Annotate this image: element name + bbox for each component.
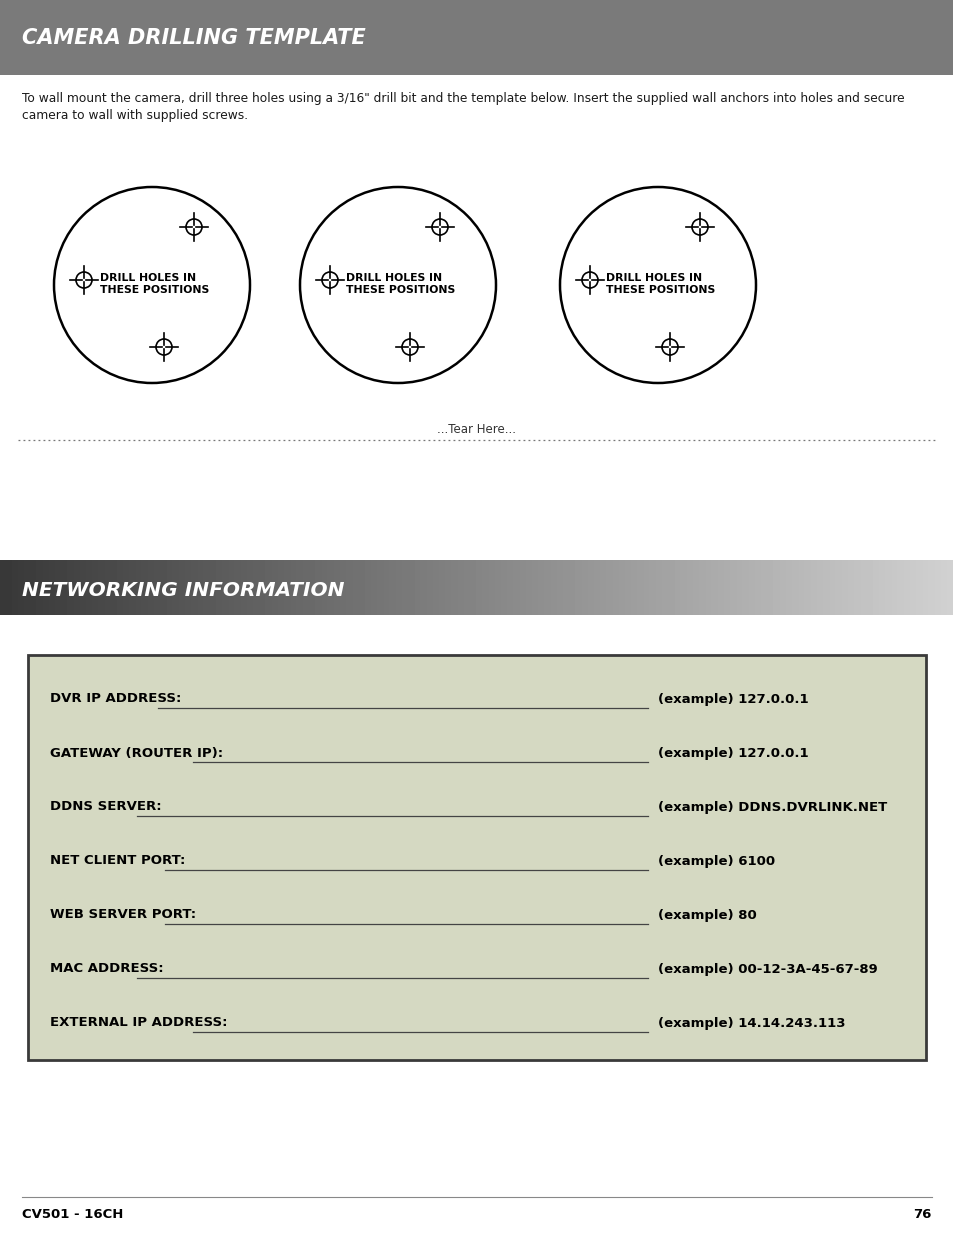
Text: DRILL HOLES IN
THESE POSITIONS: DRILL HOLES IN THESE POSITIONS [100,273,209,295]
Text: CV501 - 16CH: CV501 - 16CH [22,1209,123,1221]
Text: (example) 127.0.0.1: (example) 127.0.0.1 [658,693,808,705]
Text: (example) 127.0.0.1: (example) 127.0.0.1 [658,746,808,760]
Bar [0,0,953,75]
Text: GATEWAY (ROUTER IP):: GATEWAY (ROUTER IP): [50,746,223,760]
Text: NETWORKING INFORMATION: NETWORKING INFORMATION [22,580,344,600]
Text: 76: 76 [913,1209,931,1221]
Text: WEB SERVER PORT:: WEB SERVER PORT: [50,909,196,921]
Text: NET CLIENT PORT:: NET CLIENT PORT: [50,855,185,867]
Text: To wall mount the camera, drill three holes using a 3/16" drill bit and the temp: To wall mount the camera, drill three ho… [22,91,903,122]
Text: CAMERA DRILLING TEMPLATE: CAMERA DRILLING TEMPLATE [22,27,365,47]
Bar [28,655,925,1060]
Text: (example) DDNS.DVRLINK.NET: (example) DDNS.DVRLINK.NET [658,800,886,814]
Text: DDNS SERVER:: DDNS SERVER: [50,800,161,814]
Text: (example) 80: (example) 80 [658,909,756,921]
Text: MAC ADDRESS:: MAC ADDRESS: [50,962,164,976]
Text: EXTERNAL IP ADDRESS:: EXTERNAL IP ADDRESS: [50,1016,227,1030]
Text: DRILL HOLES IN
THESE POSITIONS: DRILL HOLES IN THESE POSITIONS [346,273,455,295]
Text: (example) 14.14.243.113: (example) 14.14.243.113 [658,1016,844,1030]
Text: (example) 00-12-3A-45-67-89: (example) 00-12-3A-45-67-89 [658,962,877,976]
Text: ...Tear Here...: ...Tear Here... [437,424,516,436]
Text: DVR IP ADDRESS:: DVR IP ADDRESS: [50,693,181,705]
Text: (example) 6100: (example) 6100 [658,855,774,867]
Text: DRILL HOLES IN
THESE POSITIONS: DRILL HOLES IN THESE POSITIONS [605,273,715,295]
